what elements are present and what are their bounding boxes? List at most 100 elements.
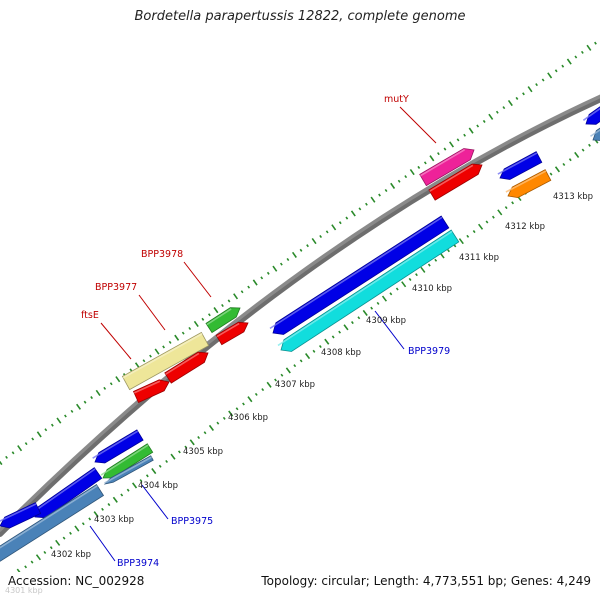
- tick-mark: [554, 166, 561, 173]
- tick-mark: [184, 445, 188, 449]
- tick-mark: [409, 168, 415, 176]
- tick-mark: [357, 316, 361, 320]
- tick-mark: [476, 124, 480, 128]
- tick-mark: [389, 292, 393, 296]
- tick-mark: [30, 560, 34, 564]
- feature-arrow-body: [132, 379, 170, 404]
- scale-label: 4310 kbp: [412, 284, 452, 294]
- tick-mark: [466, 234, 470, 238]
- tick-mark: [561, 64, 565, 68]
- feature-blue-edge: [582, 106, 600, 125]
- tick-mark: [101, 507, 104, 511]
- tick-mark: [177, 450, 181, 454]
- tick-mark: [154, 348, 160, 355]
- tick-mark: [197, 435, 201, 440]
- gene-label-mutY: mutY: [384, 94, 409, 105]
- tick-mark: [562, 162, 566, 167]
- tick-mark: [324, 338, 330, 345]
- feature-arrow-highlight: [0, 503, 37, 522]
- scale-label: 4303 kbp: [94, 515, 134, 525]
- tick-mark: [390, 182, 396, 189]
- tick-mark: [437, 152, 440, 156]
- accession-text: Accession: NC_002928: [8, 574, 145, 588]
- tick-mark: [233, 293, 239, 300]
- tick-mark: [254, 392, 258, 396]
- tick-mark: [497, 209, 503, 216]
- scale-label-clipped: 4301 kbp: [5, 586, 43, 595]
- feature-arrow-highlight: [122, 333, 203, 379]
- tick-mark: [62, 536, 66, 540]
- feature-arrow-highlight: [31, 468, 96, 514]
- feature-arrow-highlight: [429, 164, 474, 192]
- tick-mark: [50, 423, 54, 427]
- tick-mark: [482, 119, 486, 123]
- feature-BPP3979: [277, 229, 460, 352]
- feature-BPP3979-gene: [269, 215, 450, 335]
- tick-mark: [547, 72, 553, 79]
- tick-mark: [76, 403, 82, 410]
- feature-arrow-highlight: [269, 216, 443, 330]
- tick-mark: [420, 266, 426, 273]
- tick-mark: [240, 290, 244, 294]
- tick-mark: [312, 349, 316, 353]
- feature-arrow-body: [205, 307, 241, 334]
- tick-mark: [56, 417, 62, 424]
- scale-label: 4304 kbp: [138, 481, 178, 491]
- tick-mark: [0, 460, 3, 466]
- tick-mark: [280, 373, 284, 377]
- tick-mark: [350, 321, 354, 325]
- tick-mark: [213, 307, 219, 314]
- tick-mark: [472, 230, 476, 234]
- tick-mark: [0, 583, 2, 588]
- tick-mark: [384, 188, 388, 192]
- tick-mark: [488, 113, 494, 120]
- tick-mark: [203, 431, 207, 435]
- tick-mark: [427, 263, 431, 267]
- tick-mark: [93, 511, 99, 518]
- tick-mark: [132, 482, 138, 489]
- tick-mark: [350, 210, 356, 217]
- tick-mark: [170, 453, 176, 460]
- feature-arrow-body: [164, 351, 209, 384]
- gene-label-BPP3979: BPP3979: [408, 346, 450, 357]
- tick-mark: [331, 224, 337, 231]
- tick-mark: [535, 83, 538, 87]
- scale-label: 4309 kbp: [366, 316, 406, 326]
- tick-mark: [522, 92, 525, 96]
- tick-mark: [189, 439, 195, 446]
- tick-mark: [502, 106, 506, 110]
- tick-mark: [588, 143, 591, 147]
- tick-mark: [252, 279, 258, 286]
- feature-arrow-highlight: [0, 485, 98, 549]
- gene-label-BPP3977: BPP3977: [95, 282, 137, 293]
- feature-arrow-highlight: [497, 152, 538, 175]
- tick-mark: [325, 230, 329, 234]
- tick-mark: [247, 396, 253, 403]
- feature-mutY-cds: [428, 163, 483, 201]
- scale-label: 4311 kbp: [459, 253, 499, 263]
- inner-tick-row: [0, 137, 599, 588]
- tick-mark: [261, 388, 265, 392]
- tick-mark: [511, 201, 515, 205]
- tick-mark: [504, 206, 508, 210]
- tick-mark: [235, 407, 239, 411]
- callout-line-BPP3974: [89, 525, 116, 562]
- tick-mark: [429, 155, 435, 162]
- tick-mark: [581, 148, 585, 152]
- tick-mark: [305, 353, 311, 360]
- feature-mutY: [419, 148, 475, 187]
- tick-mark: [345, 216, 349, 220]
- tick-mark: [401, 281, 407, 288]
- gene-label-BPP3978: BPP3978: [141, 249, 183, 260]
- tick-mark: [162, 345, 165, 349]
- feature-BPP3975-strip: [103, 455, 154, 485]
- tick-mark: [174, 334, 180, 341]
- gene-label-BPP3974: BPP3974: [117, 558, 159, 569]
- callout-line-ftsE: [100, 322, 132, 360]
- tick-mark: [338, 221, 342, 225]
- feature-arrow-highlight: [216, 322, 240, 338]
- tick-mark: [83, 400, 87, 404]
- tick-mark: [260, 276, 264, 280]
- tick-mark: [69, 531, 72, 535]
